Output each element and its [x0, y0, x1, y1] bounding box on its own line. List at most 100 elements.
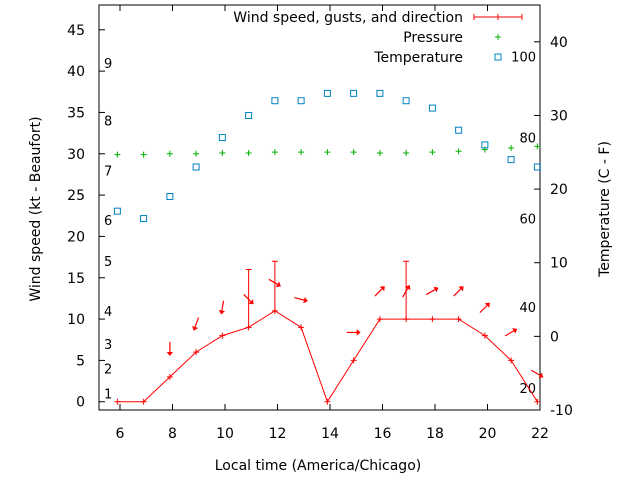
wind-direction-arrowhead: [218, 310, 226, 315]
beaufort-label: 6: [104, 214, 112, 229]
y-right-tick-label: -10: [550, 403, 573, 419]
wind-speed-line: [117, 310, 538, 403]
temperature-point: [218, 134, 226, 142]
wind-speed-point: [298, 324, 305, 331]
legend: Wind speed, gusts, and direction Pressure…: [233, 10, 523, 66]
pressure-point: [140, 151, 147, 158]
wind-direction-arrowhead: [275, 281, 281, 288]
tick-marks: [99, 5, 541, 411]
wind-direction-arrow: [531, 369, 541, 376]
beaufort-label: 5: [104, 255, 112, 270]
series-layer: [113, 89, 544, 405]
plot-border: [98, 4, 541, 411]
y-left-tick-label: 5: [76, 353, 85, 369]
wind-direction-arrowhead: [192, 325, 199, 331]
pressure-point: [508, 144, 515, 151]
pressure-point: [219, 149, 226, 156]
wind-direction-arrowhead: [484, 302, 490, 308]
wind-direction-arrowhead: [458, 286, 464, 292]
beaufort-label: 3: [104, 338, 112, 353]
x-tick-label: 6: [116, 426, 125, 442]
pressure-point: [271, 149, 278, 156]
wind-direction-arrow: [268, 278, 278, 285]
wind-speed-point: [376, 316, 383, 323]
temperature-point: [140, 215, 148, 223]
wind-speed-point: [140, 398, 147, 405]
wind-direction-arrowhead: [356, 329, 361, 336]
y-left-tick-label: 35: [67, 105, 85, 121]
temperature-point: [297, 97, 305, 105]
x-axis-label: Local time (America/Chicago): [215, 458, 421, 474]
pressure-point: [324, 149, 331, 156]
wind-direction-arrow: [374, 288, 383, 297]
fahrenheit-label: 60: [519, 213, 536, 228]
y-right-tick-label: 0: [550, 329, 559, 345]
temperature-point: [323, 89, 331, 97]
legend-label-pressure: Pressure: [403, 30, 463, 46]
x-tick-label: 16: [374, 426, 392, 442]
wind-speed-point: [166, 373, 173, 380]
y-right-tick-label: 40: [550, 35, 568, 51]
y-left-tick-label: 0: [76, 395, 85, 411]
temperature-point: [533, 163, 541, 171]
wind-direction-arrow: [479, 305, 488, 313]
beaufort-label: 4: [104, 305, 112, 320]
temperature-point: [376, 89, 384, 97]
pressure-point: [193, 150, 200, 157]
beaufort-label: 9: [104, 57, 112, 72]
beaufort-label: 2: [104, 363, 112, 378]
temperature-point: [166, 192, 174, 200]
temperature-point: [350, 89, 358, 97]
wind-direction-arrowhead: [248, 299, 254, 305]
pressure-point: [166, 150, 173, 157]
temperature-point: [455, 126, 463, 134]
secondary-scale-labels: 1 2 3 4 5 6 7 8 9 20 40 60 80 100: [104, 51, 536, 403]
wind-speed-point: [350, 357, 357, 364]
beaufort-label: 8: [104, 115, 112, 130]
x-tick-label: 18: [426, 426, 444, 442]
pressure-point: [245, 149, 252, 156]
wind-direction-arrowhead: [433, 286, 439, 293]
wind-direction-arrow: [402, 288, 409, 298]
x-tick-label: 10: [216, 426, 234, 442]
y-left-tick-label: 45: [67, 23, 85, 39]
y-left-tick-label: 15: [67, 271, 85, 287]
wind-gust-bar: [245, 268, 252, 328]
temperature-point: [481, 141, 489, 149]
temperature-point: [402, 97, 410, 105]
wind-speed-point: [324, 398, 331, 405]
pressure-point: [114, 151, 121, 158]
wind-direction-arrowhead: [166, 351, 174, 356]
pressure-point: [403, 149, 410, 156]
wind-direction-arrow: [194, 317, 200, 328]
wind-direction-arrowhead: [303, 297, 308, 304]
pressure-point: [298, 149, 305, 156]
pressure-point: [429, 149, 436, 156]
x-tick-label: 20: [479, 426, 497, 442]
y-left-tick-label: 10: [67, 312, 85, 328]
temperature-point: [113, 207, 121, 215]
pressure-point: [534, 143, 541, 150]
temperature-point: [245, 111, 253, 119]
plot-frame: [98, 4, 541, 411]
wind-direction-arrowhead: [379, 286, 385, 292]
y-right-tick-label: 30: [550, 108, 568, 124]
wind-direction-arrow: [243, 293, 252, 302]
fahrenheit-label: 20: [519, 382, 536, 397]
tick-labels: 6 8 10 12 14 16 18 20 22051015202530354045-10010…: [67, 23, 573, 442]
x-tick-label: 14: [321, 426, 339, 442]
wind-direction-arrowhead: [538, 372, 544, 379]
wind-speed-point: [481, 332, 488, 339]
legend-swatch-pressure: [495, 34, 501, 40]
temperature-point: [428, 104, 436, 112]
y-left-tick-label: 20: [67, 229, 85, 245]
wind-direction-arrow: [453, 288, 462, 297]
y-left-tick-label: 30: [67, 147, 85, 163]
pressure-point: [455, 148, 462, 155]
fahrenheit-label: 80: [519, 132, 536, 147]
x-tick-label: 8: [168, 426, 177, 442]
y-left-tick-label: 25: [67, 188, 85, 204]
y-axis-left-label: Wind speed (kt - Beaufort): [28, 116, 44, 301]
x-tick-label: 22: [531, 426, 549, 442]
